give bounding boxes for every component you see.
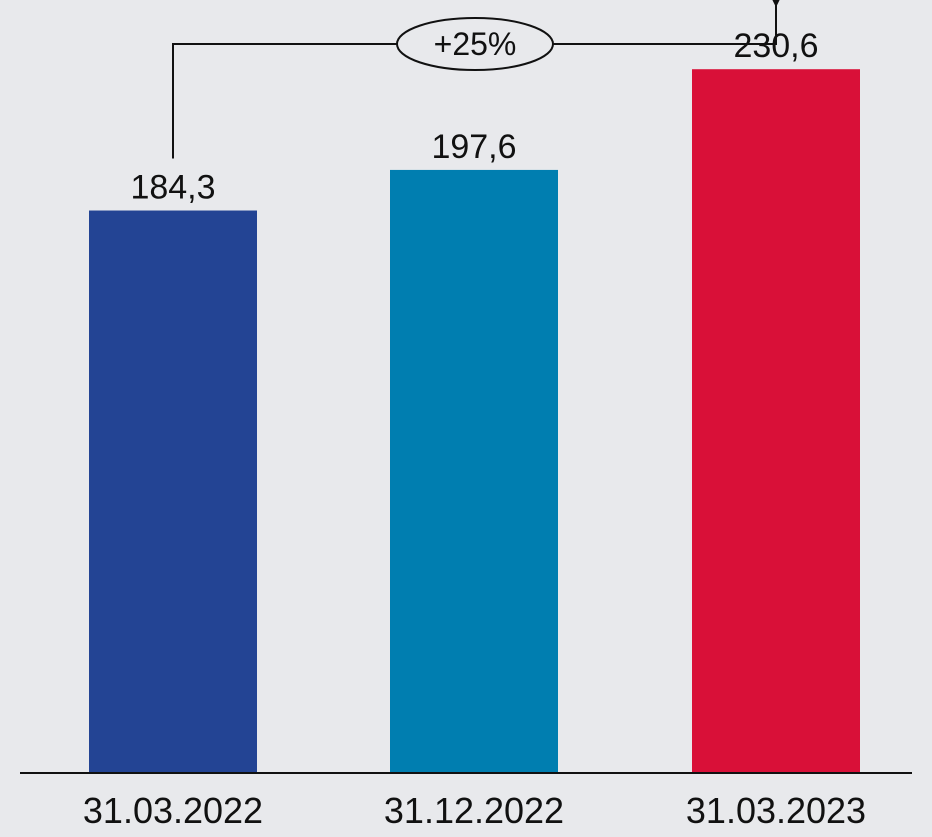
- x-tick-label-2: 31.12.2022: [384, 790, 564, 831]
- x-tick-labels-layer: 31.03.2022 31.12.2022 31.03.2023: [83, 790, 866, 831]
- x-tick-label-3: 31.03.2023: [686, 790, 866, 831]
- value-label-1: 184,3: [130, 169, 215, 207]
- bar-3: [692, 69, 860, 773]
- growth-annotation: +25%: [172, 0, 780, 159]
- x-tick-label-1: 31.03.2022: [83, 790, 263, 831]
- growth-badge: [396, 17, 554, 71]
- bar-1: [89, 210, 257, 773]
- bars-layer: [89, 69, 860, 773]
- growth-label: +25%: [434, 26, 517, 62]
- arrow-down-icon: [772, 0, 780, 8]
- value-label-2: 197,6: [431, 128, 516, 166]
- bar-2: [390, 169, 558, 773]
